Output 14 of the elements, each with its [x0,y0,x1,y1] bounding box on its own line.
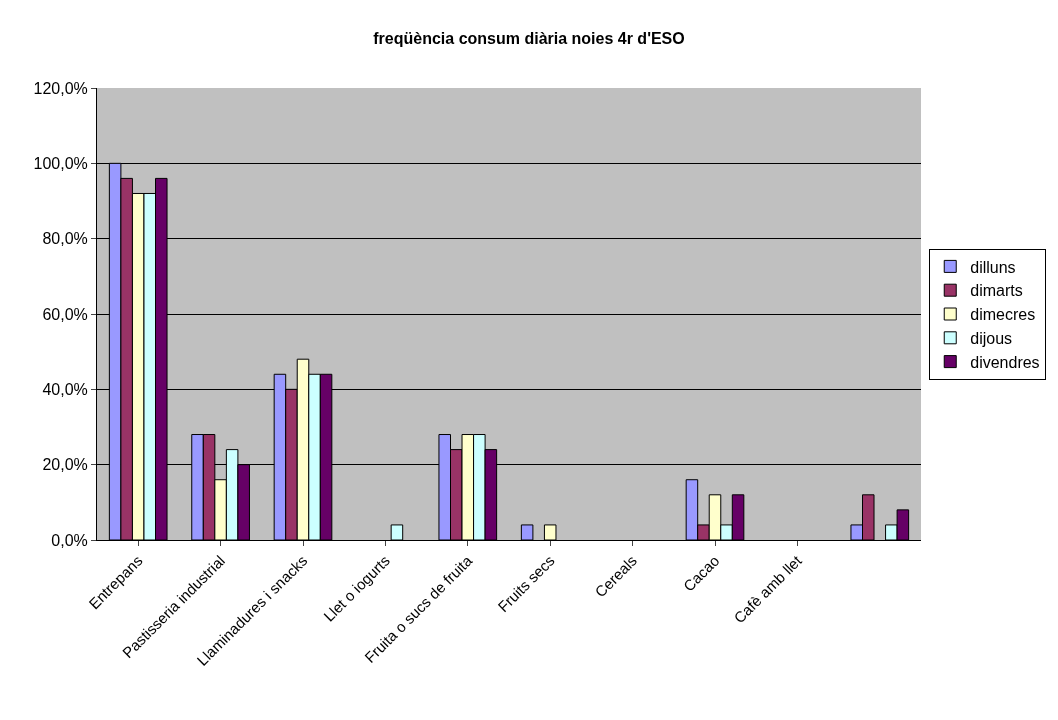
legend-label: dimarts [970,282,1023,300]
y-tick-label: 100,0% [33,154,88,172]
legend-label: dijous [970,330,1013,348]
y-tick-label: 80,0% [42,230,88,248]
y-tick-label: 40,0% [42,380,88,398]
y-tick-label: 0,0% [51,531,88,549]
y-tick-label: 120,0% [33,79,88,97]
legend-label: dimecres [970,306,1036,324]
y-tick-label: 60,0% [42,305,88,323]
legend-label: divendres [970,353,1040,371]
x-tick-label: Cafè amb llet [730,551,806,627]
y-tick-label: 20,0% [42,456,88,474]
legend-label: dilluns [970,258,1016,276]
chart-title: freqüència consum diària noies 4r d'ESO [373,29,685,47]
